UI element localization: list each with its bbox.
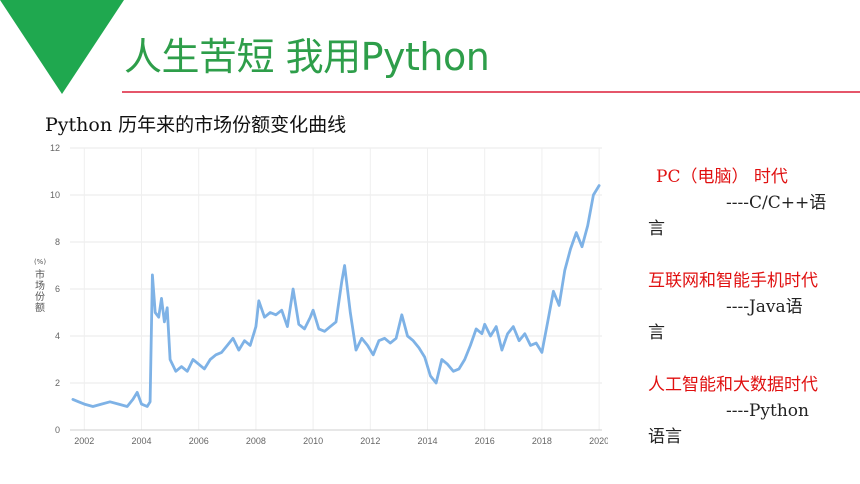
y-axis-label-char: 份 — [35, 291, 45, 303]
x-tick-label: 2020 — [589, 436, 608, 446]
x-tick-label: 2012 — [360, 436, 380, 446]
market-share-line-chart: (%) 市场份额 0 2 4 6 8 10 12 2002 2004 2006 2008 2010 201… — [34, 143, 608, 446]
era-list: PC（电脑） 时代 ----C/C++语 言 互联网和智能手机时代 ----Ja… — [648, 164, 852, 450]
y-axis-label-char: (%) — [34, 258, 46, 266]
y-tick-label: 2 — [55, 378, 60, 388]
python-share-series-line — [71, 184, 601, 408]
era-language-head: ----Python — [726, 401, 809, 421]
y-axis-label-char: 额 — [35, 301, 45, 314]
era-language: ----Java语 — [648, 294, 852, 320]
y-tick-label: 8 — [55, 237, 60, 247]
era-title: 人工智能和大数据时代 — [648, 375, 818, 395]
chart-subtitle: Python 历年来的市场份额变化曲线 — [45, 114, 347, 136]
y-axis-label-char: 场 — [35, 279, 45, 292]
era-item-ai: 人工智能和大数据时代 ----Python 语言 — [648, 372, 852, 450]
x-tick-label: 2016 — [475, 436, 495, 446]
x-tick-label: 2014 — [418, 436, 438, 446]
title-divider — [122, 91, 860, 93]
y-tick-label: 4 — [55, 331, 60, 341]
era-language: ----C/C++语 — [648, 190, 852, 216]
x-tick-label: 2002 — [74, 436, 94, 446]
era-language-head: ----C/C++语 — [726, 193, 827, 213]
era-title: 互联网和智能手机时代 — [648, 271, 818, 291]
x-tick-label: 2006 — [189, 436, 209, 446]
x-tick-label: 2008 — [246, 436, 266, 446]
y-axis-label-char: 市 — [35, 268, 45, 281]
x-tick-label: 2004 — [131, 436, 151, 446]
slide-title: 人生苦短 我用Python — [124, 35, 490, 79]
y-tick-label: 10 — [50, 190, 60, 200]
era-item-internet: 互联网和智能手机时代 ----Java语 言 — [648, 268, 852, 346]
corner-triangle-decoration — [0, 0, 124, 94]
era-language-tail: 语言 — [648, 427, 682, 447]
era-item-pc: PC（电脑） 时代 ----C/C++语 言 — [648, 164, 852, 242]
y-tick-label: 0 — [55, 425, 60, 435]
era-language-tail: 言 — [648, 323, 665, 343]
era-language-tail: 言 — [648, 219, 665, 239]
era-language-head: ----Java语 — [726, 297, 803, 317]
era-title: PC（电脑） 时代 — [656, 167, 788, 187]
y-tick-label: 6 — [55, 284, 60, 294]
y-tick-label: 12 — [50, 143, 60, 153]
x-tick-label: 2010 — [303, 436, 323, 446]
x-tick-label: 2018 — [532, 436, 552, 446]
era-language: ----Python — [648, 398, 852, 424]
